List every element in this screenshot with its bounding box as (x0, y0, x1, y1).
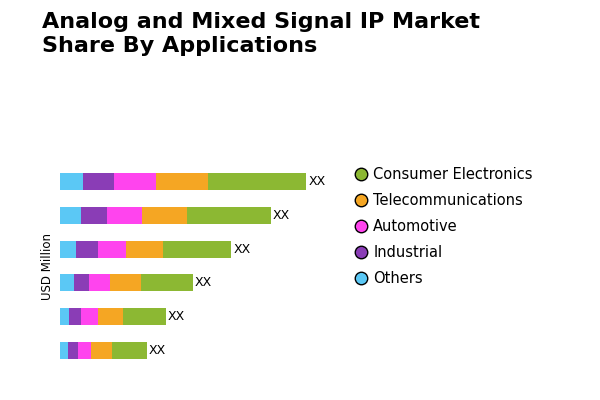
Y-axis label: USD Million: USD Million (41, 232, 55, 300)
Bar (77, 342, 91, 358)
Legend: Consumer Electronics, Telecommunications, Automotive, Industrial, Others: Consumer Electronics, Telecommunications… (357, 167, 533, 286)
Text: XX: XX (149, 344, 166, 357)
Bar (60, 174, 83, 190)
Bar (83, 174, 114, 190)
Text: XX: XX (273, 209, 290, 222)
Text: XX: XX (194, 276, 212, 289)
Bar (112, 342, 147, 358)
Bar (98, 308, 124, 325)
Bar (70, 308, 81, 325)
Bar (141, 274, 193, 291)
Bar (89, 274, 110, 291)
Bar (98, 241, 126, 258)
Bar (74, 274, 89, 291)
Bar (163, 241, 232, 258)
Bar (68, 342, 77, 358)
Text: XX: XX (233, 243, 250, 256)
Text: XX: XX (308, 175, 326, 188)
Text: XX: XX (167, 310, 185, 323)
Bar (60, 241, 76, 258)
Bar (110, 274, 141, 291)
Bar (124, 308, 166, 325)
Bar (187, 207, 271, 224)
Bar (107, 207, 142, 224)
Bar (76, 241, 98, 258)
Bar (60, 274, 74, 291)
Bar (81, 207, 107, 224)
Bar (60, 342, 68, 358)
Bar (142, 207, 187, 224)
Text: Analog and Mixed Signal IP Market
Share By Applications: Analog and Mixed Signal IP Market Share … (42, 12, 480, 56)
Bar (60, 308, 70, 325)
Bar (60, 207, 81, 224)
Bar (114, 174, 156, 190)
Bar (91, 342, 112, 358)
Bar (81, 308, 98, 325)
Bar (126, 241, 163, 258)
Bar (156, 174, 208, 190)
Bar (208, 174, 307, 190)
